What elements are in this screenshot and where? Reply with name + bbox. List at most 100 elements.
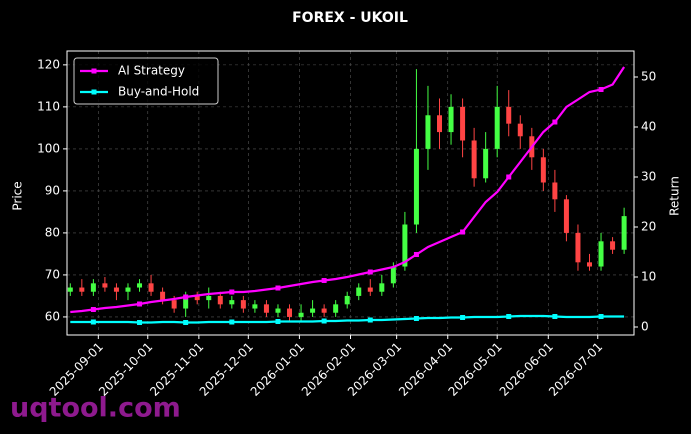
candle-body [217,295,223,305]
line-marker [460,229,466,235]
line-marker [275,319,281,324]
line-marker [367,269,373,275]
line-marker [552,314,558,319]
line-marker [367,317,373,323]
line-marker [460,315,466,320]
y2-tick-label: 50 [641,70,656,84]
legend-box [73,57,219,105]
line [70,66,626,314]
candle-body [310,308,316,313]
candle-body [194,295,200,301]
candle-body [137,283,143,288]
candle-body [540,157,546,183]
y-tick-label: 110 [37,99,60,113]
y2-tick-label: 10 [641,270,656,284]
candle-body [483,148,489,179]
candle-body [586,262,592,267]
y-tick-label: 120 [37,57,60,71]
candle-body [552,182,558,200]
candle-body [379,283,385,292]
candle-body [160,291,166,301]
candle-body [240,300,246,309]
x-tick-label: 2026-05-01 [446,340,505,399]
line-marker [598,87,604,92]
line-marker [137,301,143,307]
line-marker [552,119,558,125]
y-axis-label: Price [11,181,25,210]
candle-body [102,283,108,288]
candle-body [413,148,419,225]
y-tick-label: 90 [45,183,60,197]
line-marker [321,278,327,283]
candle-body [471,140,477,179]
candle-body [125,287,131,292]
candle-body [67,287,73,292]
candle-body [563,199,569,233]
watermark: uqtool.com [10,393,181,424]
candle-body [402,224,408,267]
y2-axis-label: Return [668,176,682,216]
line-marker [137,320,143,325]
candle-body [113,287,119,292]
y-tick-label: 60 [45,309,60,323]
legend-label: Buy-and-Hold [118,85,199,99]
candle-body [344,295,350,305]
line-marker [321,318,327,324]
line-marker [275,285,281,291]
plot-frame [66,50,635,336]
candle-body [229,300,235,305]
chart-title: FOREX - UKOIL [292,10,408,26]
candle-body [425,115,431,149]
candle-body [321,308,327,313]
candle-body [621,216,627,250]
candle-body [494,106,500,149]
y-tick-label: 100 [37,141,60,155]
candle-body [390,266,396,284]
candle-body [517,123,523,137]
line-marker [506,314,512,319]
candle-body [598,241,604,267]
legend-label: AI Strategy [118,64,185,78]
line-marker [413,252,419,257]
legend-marker [91,68,97,74]
y2-tick-label: 30 [641,170,656,184]
candle-body [575,232,581,263]
x-tick-label: 2026-01-01 [248,340,307,399]
y-tick-label: 70 [45,267,60,281]
candle-body [79,287,85,292]
candle-body [460,106,466,141]
line-marker [90,307,96,312]
x-tick-label: 2026-07-01 [546,340,605,399]
candle-body [275,308,281,313]
x-tick-label: 2025-12-01 [197,340,256,399]
legend-marker [91,89,97,95]
candle-body [287,308,293,317]
candle-body [448,106,454,133]
line-marker [598,314,604,319]
candle-body [437,115,443,133]
candle-body [263,304,269,313]
line-marker [229,319,235,325]
y2-tick-label: 40 [641,120,656,134]
y2-tick-label: 0 [641,320,649,334]
candle-body [298,312,304,317]
line-marker [183,320,189,325]
candle-body [333,304,339,313]
candle-body [506,106,512,124]
line-marker [229,289,235,295]
line-marker [90,319,96,325]
legend: AI Strategy Buy-and-Hold [73,57,219,105]
x-tick-label: 2025-10-01 [96,340,155,399]
y2-tick-label: 20 [641,220,656,234]
line [70,314,625,324]
candle-body [183,295,189,309]
candle-body [171,300,177,309]
candle-body [90,283,96,292]
candle-body [252,304,258,309]
line-marker [506,174,512,180]
candle-body [356,287,362,296]
candle-body [367,287,373,292]
line-marker [183,294,189,300]
line-marker [413,316,419,321]
